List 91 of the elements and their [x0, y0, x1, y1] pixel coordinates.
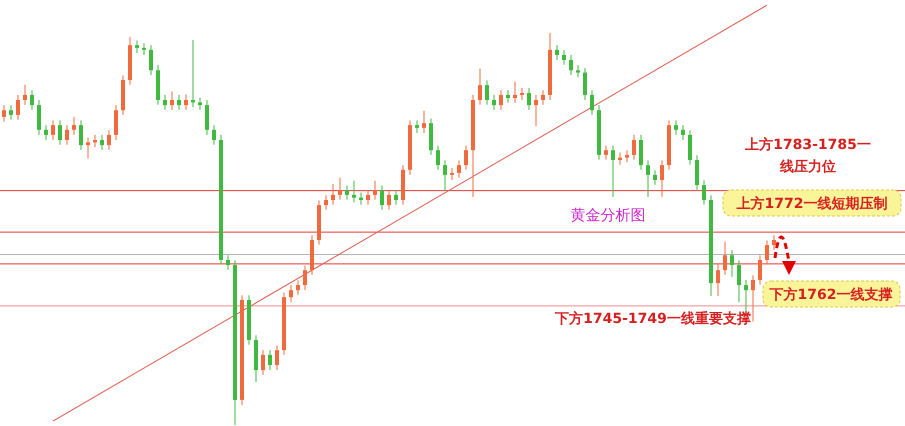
candlestick [289, 284, 293, 303]
candlestick [744, 279, 748, 313]
candlestick [632, 134, 636, 160]
candlestick [751, 274, 755, 322]
candlestick [23, 84, 27, 106]
candlestick [534, 94, 538, 127]
candlestick [681, 124, 685, 141]
candlestick [366, 190, 370, 206]
candlestick [723, 241, 727, 276]
candlestick [51, 120, 55, 141]
candlestick [72, 116, 76, 136]
candlestick [170, 90, 174, 110]
candlestick [737, 260, 741, 303]
candlestick [590, 90, 594, 116]
ref-line-label: 下方1745-1749一线重要支撑 [554, 310, 751, 327]
candlestick [296, 280, 300, 296]
candlestick [177, 94, 181, 110]
candlestick [163, 94, 167, 110]
candlestick [149, 44, 153, 76]
candlestick [79, 120, 83, 150]
candlestick [450, 167, 454, 180]
candlestick [86, 137, 90, 159]
candlestick [730, 250, 734, 278]
candlestick [569, 54, 573, 76]
candlestick [625, 150, 629, 163]
candlestick [135, 40, 139, 54]
candlestick [499, 90, 503, 110]
ref-line-label: 上方1783-1785一线压力位 [744, 136, 871, 175]
candlestick [457, 160, 461, 178]
candlestick [772, 234, 776, 250]
candlestick [93, 134, 97, 148]
candlestick [2, 104, 6, 122]
candlestick [65, 124, 69, 146]
candlestick [541, 90, 545, 106]
candlestick [226, 254, 230, 270]
candlestick [142, 42, 146, 56]
candlestick [674, 120, 678, 136]
candlestick [352, 180, 356, 203]
candlestick [380, 184, 384, 210]
candlestick [30, 90, 34, 110]
candlestick [576, 64, 580, 78]
candlestick [646, 160, 650, 198]
candlestick [44, 124, 48, 141]
candlestick [527, 87, 531, 110]
candlestick [583, 67, 587, 101]
candlestick [506, 90, 510, 104]
candlestick [485, 80, 489, 106]
ref-line-label: 上方1772一线短期压制 [736, 195, 888, 212]
candlestick [758, 254, 762, 286]
candlestick [387, 190, 391, 210]
candlestick [9, 104, 13, 120]
candlestick [562, 50, 566, 66]
annotation: 黄金分析图 [570, 206, 646, 224]
candlestick [107, 130, 111, 150]
candlestick [436, 145, 440, 170]
candlestick [464, 145, 468, 170]
candlestick [198, 97, 202, 110]
candlestick [100, 134, 104, 150]
candlestick [492, 94, 496, 110]
candlestick [16, 94, 20, 120]
candlestick [513, 81, 517, 104]
candlestick [268, 350, 272, 371]
candlestick [275, 344, 279, 371]
candlestick [359, 192, 363, 206]
candlestick [394, 190, 398, 206]
candlestick [443, 160, 447, 192]
candlestick [345, 184, 349, 200]
candlestick [338, 177, 342, 200]
candlestick [611, 145, 615, 198]
candlestick [702, 180, 706, 206]
candlestick [604, 145, 608, 160]
candlestick [415, 120, 419, 134]
candlestick [212, 124, 216, 146]
candlestick [58, 120, 62, 146]
candlestick [191, 40, 195, 108]
candlestick [303, 264, 307, 291]
candlestick [184, 94, 188, 110]
candlestick [331, 183, 335, 206]
candlestick [478, 68, 482, 106]
ref-line-label: 下方1762一线支撑 [768, 286, 892, 303]
candlestick [555, 44, 559, 61]
candlestick [653, 170, 657, 186]
candlestick [373, 180, 377, 200]
candlestick [765, 240, 769, 266]
candlestick [660, 160, 664, 198]
candlestick [261, 350, 265, 376]
candlestick [618, 152, 622, 166]
candlestick [520, 87, 524, 101]
candlestick [716, 263, 720, 297]
candlestick [422, 110, 426, 134]
candlestick [324, 194, 328, 210]
